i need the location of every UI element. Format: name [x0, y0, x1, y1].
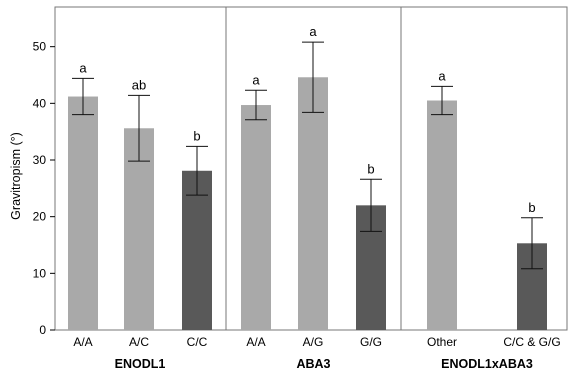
significance-letter: a [309, 24, 317, 39]
significance-letter: b [193, 128, 200, 143]
x-tick-label: A/A [246, 335, 265, 349]
group-label: ABA3 [296, 357, 330, 371]
y-tick-label: 50 [33, 40, 47, 54]
group-label: ENODL1 [115, 357, 166, 371]
bars-layer [68, 41, 547, 331]
significance-letter: a [438, 68, 446, 83]
labels-layer: 01020304050aA/AabA/CbC/CENODL1aA/AaA/GbG… [33, 24, 561, 371]
y-tick-label: 0 [39, 323, 46, 337]
x-tick-label: A/C [129, 335, 149, 349]
x-tick-label: A/G [303, 335, 324, 349]
y-tick-label: 10 [33, 266, 47, 280]
significance-letter: a [79, 60, 87, 75]
bar [182, 170, 212, 330]
significance-letter: b [528, 200, 535, 215]
significance-letter: a [252, 72, 260, 87]
x-tick-label: C/C & G/G [503, 335, 560, 349]
x-tick-label: C/C [187, 335, 208, 349]
bar [124, 128, 154, 330]
group-label: ENODL1xABA3 [441, 357, 533, 371]
bar [68, 96, 98, 331]
bar [298, 77, 328, 331]
significance-letter: b [367, 161, 374, 176]
x-tick-label: G/G [360, 335, 382, 349]
bar [427, 100, 457, 330]
y-axis-title: Gravitropism (°) [9, 132, 23, 220]
y-tick-label: 30 [33, 153, 47, 167]
bar [241, 105, 271, 331]
x-tick-label: A/A [73, 335, 92, 349]
x-tick-label: Other [427, 335, 457, 349]
significance-letter: ab [132, 77, 146, 92]
y-tick-label: 20 [33, 210, 47, 224]
y-tick-label: 40 [33, 96, 47, 110]
